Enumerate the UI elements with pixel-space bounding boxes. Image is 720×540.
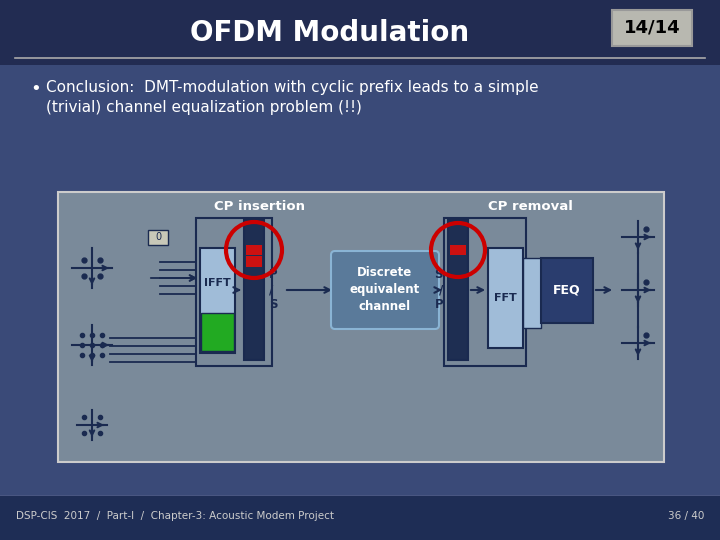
Text: 0: 0	[155, 233, 161, 242]
Bar	[244, 220, 264, 360]
Bar	[246, 267, 262, 278]
Bar	[448, 220, 468, 360]
Text: DSP-CIS  2017  /  Part-I  /  Chapter-3: Acoustic Modem Project: DSP-CIS 2017 / Part-I / Chapter-3: Acous…	[16, 511, 334, 521]
Bar	[450, 279, 466, 289]
Bar	[0, 0, 720, 65]
Bar	[450, 290, 466, 301]
Bar	[201, 313, 234, 351]
Bar	[246, 256, 262, 267]
Bar	[246, 233, 262, 244]
Bar	[444, 218, 526, 366]
Bar	[246, 347, 262, 357]
Text: S
/
P: S / P	[434, 268, 443, 312]
Bar	[450, 245, 466, 255]
Bar	[450, 324, 466, 335]
Bar	[450, 313, 466, 323]
Text: CP insertion: CP insertion	[215, 200, 305, 213]
Text: FFT: FFT	[494, 293, 516, 303]
Bar	[450, 347, 466, 357]
Bar	[612, 10, 692, 46]
Bar	[246, 324, 262, 335]
Bar	[450, 335, 466, 346]
Text: Conclusion:  DMT-modulation with cyclic prefix leads to a simple: Conclusion: DMT-modulation with cyclic p…	[46, 80, 539, 95]
Text: 36 / 40: 36 / 40	[667, 511, 704, 521]
Text: •: •	[30, 80, 41, 98]
Bar	[148, 230, 168, 245]
Bar	[196, 218, 272, 366]
Text: IFFT: IFFT	[204, 278, 230, 288]
Bar	[450, 222, 466, 233]
Bar	[523, 258, 541, 328]
Text: P
/
S: P / S	[269, 268, 278, 312]
Bar	[450, 267, 466, 278]
Bar	[58, 192, 664, 462]
Text: CP removal: CP removal	[487, 200, 572, 213]
Text: Discrete
equivalent
channel: Discrete equivalent channel	[350, 267, 420, 314]
Bar	[246, 301, 262, 312]
Bar	[246, 335, 262, 346]
Text: OFDM Modulation: OFDM Modulation	[190, 19, 469, 47]
Bar	[488, 248, 523, 348]
Bar	[0, 496, 720, 540]
Bar	[246, 290, 262, 301]
Bar	[450, 233, 466, 244]
Text: FEQ: FEQ	[553, 284, 581, 296]
Bar	[450, 256, 466, 267]
Bar	[246, 279, 262, 289]
Bar	[200, 248, 235, 353]
Bar	[246, 245, 262, 255]
Text: (trivial) channel equalization problem (!!): (trivial) channel equalization problem (…	[46, 100, 362, 115]
Bar	[541, 258, 593, 323]
Bar	[246, 313, 262, 323]
Text: 14/14: 14/14	[624, 19, 680, 37]
Bar	[450, 301, 466, 312]
Bar	[246, 222, 262, 233]
FancyBboxPatch shape	[331, 251, 439, 329]
